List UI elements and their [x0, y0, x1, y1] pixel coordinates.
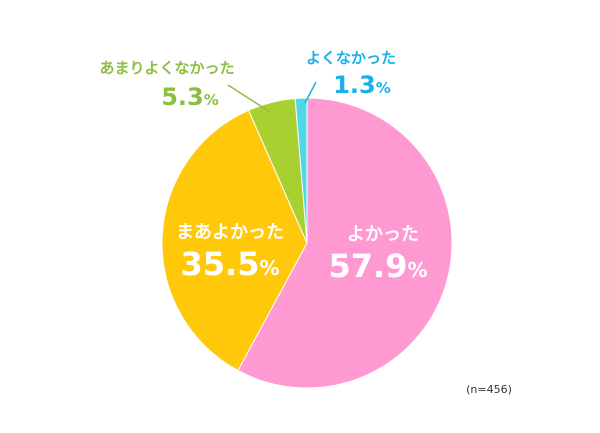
pie-slice-maa-yokatta	[161, 109, 308, 372]
leader-lines	[227, 81, 317, 113]
slice-value-maa-yokatta: 35.5%	[181, 245, 280, 283]
pie-slices	[161, 97, 453, 389]
slice-label-yokatta: よかった	[347, 224, 419, 245]
leader-line-amari-yokunakatta	[227, 84, 271, 113]
slice-value-yokatta: 57.9%	[329, 247, 428, 285]
slice-value-yokunakatta: 1.3%	[333, 71, 391, 99]
slice-label-yokunakatta: よくなかった	[306, 49, 396, 67]
sample-size-note: (n=456)	[466, 383, 512, 396]
leader-line-yokunakatta	[304, 81, 317, 104]
slice-label-amari-yokunakatta: あまりよくなかった	[99, 59, 234, 77]
slice-label-maa-yokatta: まあよかった	[176, 222, 284, 243]
pie-slice-yokatta	[237, 97, 453, 389]
slice-value-amari-yokunakatta: 5.3%	[161, 83, 219, 111]
